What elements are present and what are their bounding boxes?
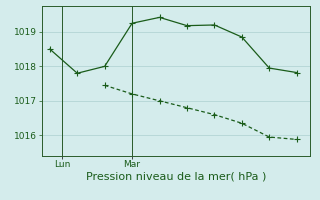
- X-axis label: Pression niveau de la mer( hPa ): Pression niveau de la mer( hPa ): [86, 172, 266, 182]
